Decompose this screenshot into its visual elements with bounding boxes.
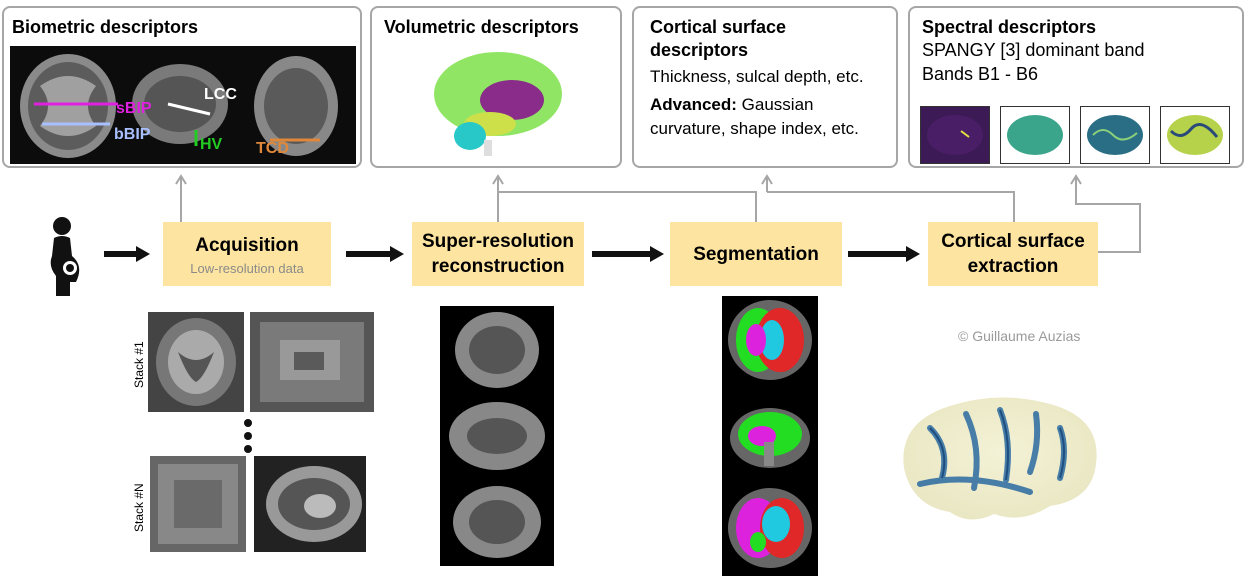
sbip-label: sBIP	[116, 100, 152, 117]
pipeline-arrows	[104, 246, 920, 262]
spectral-thumb-4	[1160, 106, 1230, 164]
spectral-descriptors-box: Spectral descriptors SPANGY [3] dominant…	[908, 6, 1244, 168]
bbip-label: bBIP	[114, 126, 151, 143]
vertical-dots-icon	[244, 419, 252, 453]
volumetric-title: Volumetric descriptors	[384, 17, 579, 37]
step-acquisition: Acquisition Low-resolution data	[163, 222, 331, 286]
spectral-line-2: Bands B1 - B6	[922, 64, 1039, 84]
spectral-thumb-2	[1000, 106, 1070, 164]
cortical-advanced-line-2: curvature, shape index, etc.	[650, 119, 859, 138]
cortical-surface-render	[903, 397, 1097, 520]
step-segmentation: Segmentation	[670, 222, 842, 286]
super-resolution-volume	[440, 306, 554, 566]
biometric-descriptors-box: Biometric descriptors sBIP bBIP LCC HV T…	[2, 6, 362, 168]
tcd-label: TCD	[256, 140, 289, 157]
arrow-right-icon	[848, 246, 920, 262]
stack-label-last: Stack #N	[132, 483, 146, 532]
biometric-mri-image	[10, 46, 356, 164]
volumetric-brain-render	[434, 52, 562, 156]
arrow-right-icon	[346, 246, 404, 262]
stackN-image-a	[150, 456, 246, 552]
biometric-mri-panel: sBIP bBIP LCC HV TCD	[10, 46, 356, 164]
spectral-line-1: SPANGY [3] dominant band	[922, 40, 1145, 60]
stack1-image-a	[148, 312, 244, 412]
volumetric-descriptors-box: Volumetric descriptors	[370, 6, 622, 168]
cortical-line-1: Thickness, sulcal depth, etc.	[650, 67, 864, 86]
stack1-image-b	[250, 312, 374, 412]
stackN-image-b	[254, 456, 366, 552]
segmentation-volume	[722, 296, 818, 576]
arrow-right-icon	[104, 246, 150, 262]
spectral-thumb-3	[1080, 106, 1150, 164]
pregnant-woman-icon	[50, 217, 80, 296]
spectral-title: Spectral descriptors	[922, 17, 1097, 37]
cortical-title: Cortical surface descriptors	[650, 17, 787, 60]
cortical-descriptors-box: Cortical surface descriptors Thickness, …	[632, 6, 898, 168]
arrow-right-icon	[592, 246, 664, 262]
hv-label: HV	[200, 136, 223, 153]
credit-text: © Guillaume Auzias	[958, 328, 1081, 344]
step-super-resolution: Super-resolution reconstruction	[412, 222, 584, 286]
biometric-title: Biometric descriptors	[12, 17, 199, 37]
cortical-advanced-line: Advanced: Gaussian	[650, 95, 814, 114]
lcc-label: LCC	[204, 86, 237, 103]
spectral-thumb-1	[920, 106, 990, 164]
stack-label-first: Stack #1	[132, 341, 146, 388]
step-cortical-surface-extraction: Cortical surface extraction	[928, 222, 1098, 286]
